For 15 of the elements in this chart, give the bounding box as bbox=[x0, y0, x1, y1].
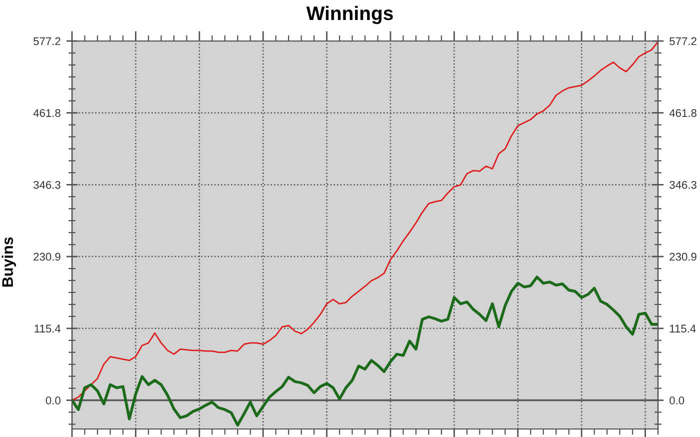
y-tick-label: 346.3 bbox=[34, 180, 60, 189]
y-axis-title: Buyins bbox=[2, 237, 16, 287]
y2-tick-label: 577.2 bbox=[670, 37, 696, 46]
y2-tick-label: 346.3 bbox=[670, 180, 696, 189]
y2-tick-label: 230.9 bbox=[670, 252, 696, 261]
y-tick-label: 230.9 bbox=[34, 252, 60, 261]
line-series bbox=[72, 276, 658, 427]
y2-tick-label: 461.8 bbox=[669, 109, 696, 117]
y-tick-label: 577.2 bbox=[34, 37, 60, 46]
y-tick-label: 461.8 bbox=[33, 109, 60, 117]
chart-title: Winnings bbox=[306, 6, 393, 24]
y2-tick-label: 115.4 bbox=[670, 324, 696, 333]
y-tick-label: 0.0 bbox=[46, 396, 60, 404]
y-tick-label: 115.4 bbox=[34, 324, 61, 333]
y2-tick-label: 0.0 bbox=[670, 396, 684, 404]
